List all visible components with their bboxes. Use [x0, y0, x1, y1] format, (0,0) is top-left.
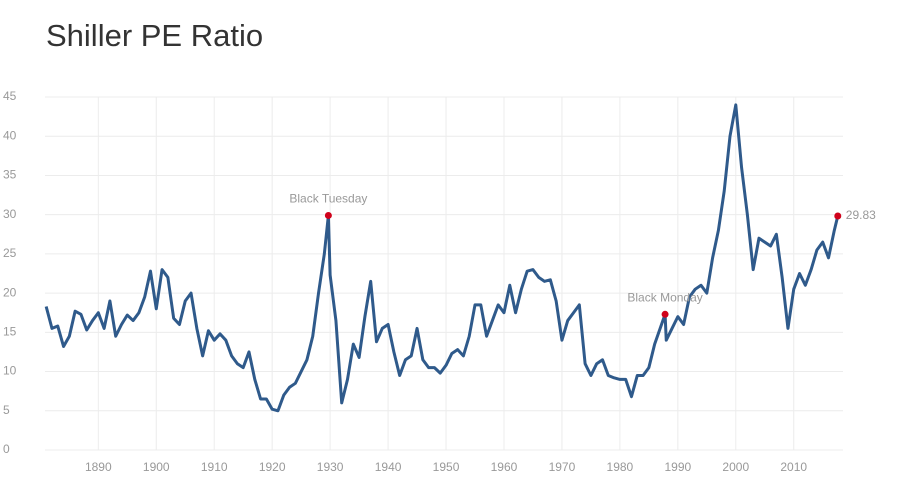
line — [44, 103, 840, 413]
y-tick-label: 0 — [3, 442, 10, 456]
x-tick-label: 2000 — [722, 460, 749, 474]
y-tick-label: 15 — [3, 325, 17, 339]
x-tick-label: 1930 — [317, 460, 344, 474]
x-tick-label: 1940 — [375, 460, 402, 474]
x-tick-label: 1900 — [143, 460, 170, 474]
x-tick-label: 1990 — [664, 460, 691, 474]
y-tick-label: 5 — [3, 403, 10, 417]
x-tick-label: 1910 — [201, 460, 228, 474]
marker — [661, 310, 669, 318]
y-tick-label: 25 — [3, 246, 17, 260]
y-tick-label: 10 — [3, 364, 17, 378]
x-tick-label: 1970 — [549, 460, 576, 474]
x-tick-label: 1960 — [491, 460, 518, 474]
x-tick-label: 1920 — [259, 460, 286, 474]
x-tick-label: 1980 — [607, 460, 634, 474]
x-tick-label: 2010 — [780, 460, 807, 474]
y-tick-label: 35 — [3, 168, 17, 182]
annotation: Black Monday — [627, 290, 702, 304]
marker — [324, 211, 332, 219]
marker — [834, 212, 842, 220]
y-tick-label: 30 — [3, 207, 17, 221]
x-tick-label: 1890 — [85, 460, 112, 474]
value-label: 29.83 — [846, 208, 876, 222]
y-tick-label: 40 — [3, 128, 17, 142]
chart-title: Shiller PE Ratio — [46, 18, 263, 53]
x-tick-label: 1950 — [433, 460, 460, 474]
annotation: Black Tuesday — [289, 192, 367, 206]
y-tick-label: 45 — [3, 89, 17, 103]
y-tick-label: 20 — [3, 285, 17, 299]
